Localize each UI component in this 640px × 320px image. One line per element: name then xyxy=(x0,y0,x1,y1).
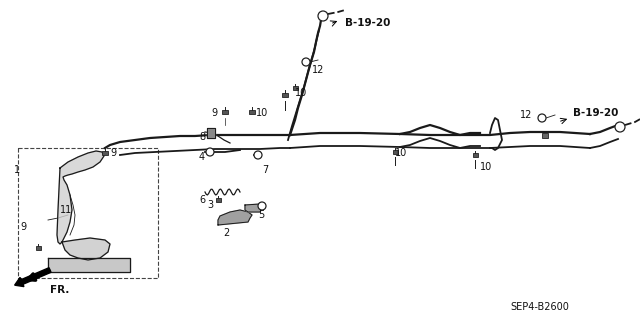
Text: SEP4-B2600: SEP4-B2600 xyxy=(510,302,569,312)
Text: 5: 5 xyxy=(258,210,264,220)
Circle shape xyxy=(254,151,262,159)
Text: 10: 10 xyxy=(256,108,268,118)
Text: 10: 10 xyxy=(295,88,307,98)
Text: B-19-20: B-19-20 xyxy=(573,108,618,118)
Text: 7: 7 xyxy=(262,165,268,175)
Bar xyxy=(249,109,255,114)
Text: 12: 12 xyxy=(520,110,532,120)
Bar xyxy=(542,132,548,138)
Text: B-19-20: B-19-20 xyxy=(345,18,390,28)
Polygon shape xyxy=(245,204,262,212)
Text: 2: 2 xyxy=(223,228,229,238)
Polygon shape xyxy=(218,210,252,225)
Bar xyxy=(392,150,397,154)
Bar xyxy=(472,153,477,157)
Bar xyxy=(292,86,298,90)
Bar xyxy=(35,246,40,250)
Polygon shape xyxy=(62,238,110,260)
Text: 10: 10 xyxy=(395,148,407,158)
Bar xyxy=(102,151,108,156)
Text: 9: 9 xyxy=(212,108,218,118)
FancyArrow shape xyxy=(15,268,51,287)
Bar xyxy=(18,148,158,278)
Circle shape xyxy=(615,122,625,132)
Text: 12: 12 xyxy=(312,65,324,75)
Circle shape xyxy=(302,58,310,66)
Text: 1: 1 xyxy=(14,165,20,175)
Text: 9: 9 xyxy=(20,222,26,232)
Circle shape xyxy=(258,202,266,210)
Text: 9: 9 xyxy=(110,148,116,158)
Text: FR.: FR. xyxy=(50,285,69,295)
Text: 11: 11 xyxy=(60,205,72,215)
Circle shape xyxy=(318,11,328,21)
Text: 4: 4 xyxy=(199,152,205,162)
Bar xyxy=(222,109,228,114)
Text: 6: 6 xyxy=(199,195,205,205)
Bar xyxy=(216,198,221,202)
Polygon shape xyxy=(48,258,130,272)
Text: 10: 10 xyxy=(480,162,492,172)
Text: 3: 3 xyxy=(207,200,213,210)
Text: 8: 8 xyxy=(199,132,205,142)
Polygon shape xyxy=(57,151,104,244)
Circle shape xyxy=(206,148,214,156)
Polygon shape xyxy=(207,128,215,138)
Bar xyxy=(282,92,288,97)
Circle shape xyxy=(538,114,546,122)
